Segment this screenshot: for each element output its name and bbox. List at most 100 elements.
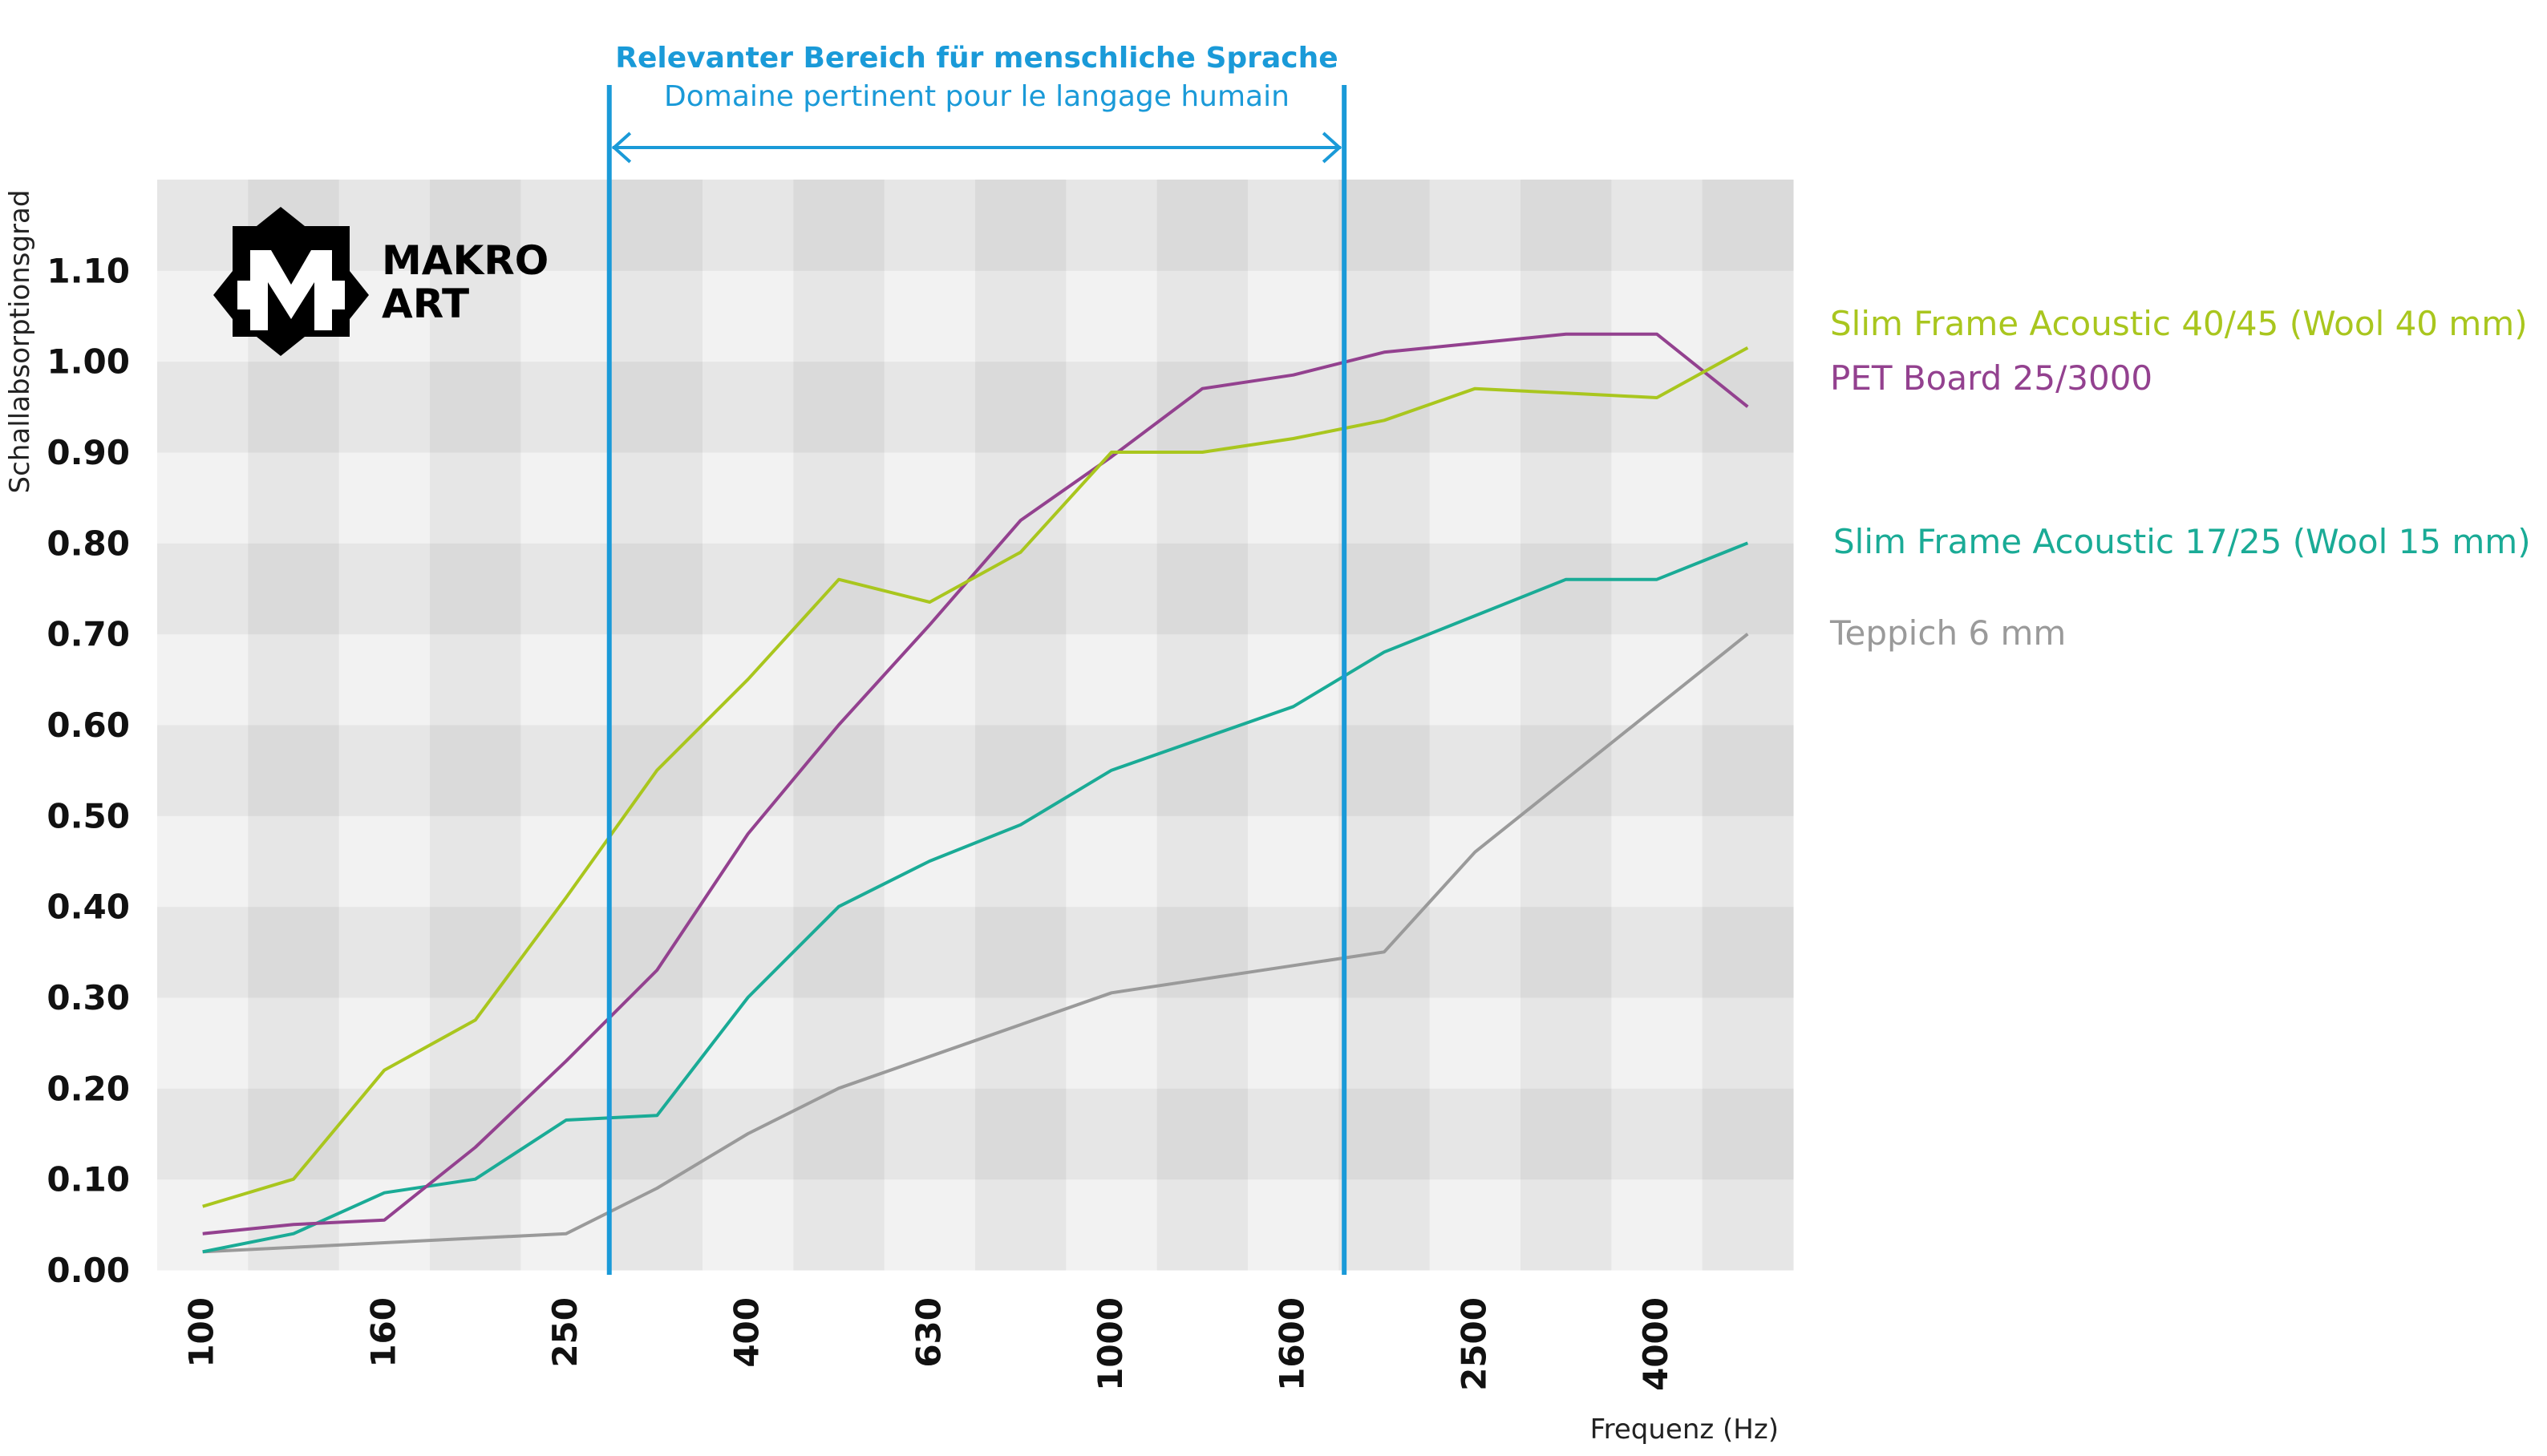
speech-range-subtitle: Domaine pertinent pour le langage humain: [664, 80, 1290, 113]
grid-band: [1248, 180, 1339, 271]
grid-band: [793, 270, 885, 362]
grid-band: [1521, 1179, 1612, 1271]
grid-band: [975, 180, 1067, 271]
grid-band: [975, 361, 1067, 453]
grid-band: [338, 815, 431, 908]
y-axis-ticks: 0.00 0.10 0.20 0.30 0.40 0.50 0.60 0.70 0.80 0.90…: [47, 251, 130, 1290]
grid-band: [884, 725, 976, 816]
logo-text-art: ART: [382, 281, 469, 327]
x-tick-label: 630: [909, 1297, 948, 1368]
legend: Slim Frame Acoustic 40/45 (Wool 40 mm) PE…: [1829, 304, 2531, 653]
series-line: [202, 332, 1749, 1236]
grid-band: [611, 270, 703, 362]
grid-band: [1521, 270, 1612, 362]
series-line: [202, 346, 1749, 1208]
grid-band: [884, 180, 976, 271]
y-tick-label: 0.20: [47, 1069, 130, 1108]
arrow-right-icon: [1322, 131, 1342, 164]
grid-band: [703, 815, 794, 908]
speech-range-marker: Relevanter Bereich für menschliche Sprac…: [606, 42, 1347, 1275]
grid-band: [1611, 906, 1703, 998]
grid-band: [1429, 906, 1521, 998]
grid-band: [1611, 725, 1703, 816]
grid-band: [520, 1179, 613, 1271]
grid-band: [248, 543, 340, 635]
grid-band: [430, 815, 521, 908]
grid-band: [1611, 361, 1703, 453]
grid-band: [520, 633, 613, 726]
arrow-left-icon: [611, 131, 632, 164]
grid-band: [1156, 270, 1249, 362]
grid-band: [338, 633, 431, 726]
grid-band: [1521, 452, 1612, 544]
grid-band: [1248, 1088, 1339, 1180]
grid-band: [1248, 452, 1339, 544]
grid-band: [430, 725, 521, 816]
grid-band: [1702, 452, 1794, 544]
grid-band: [1521, 180, 1612, 271]
x-tick-label: 1000: [1091, 1297, 1130, 1391]
data-series: [202, 332, 1749, 1254]
grid-band: [1521, 543, 1612, 635]
x-tick-label: 1600: [1273, 1297, 1312, 1391]
legend-entry: PET Board 25/3000: [1830, 358, 2152, 398]
grid-band: [1338, 633, 1431, 726]
y-tick-label: 1.00: [47, 342, 130, 382]
grid-band: [248, 633, 340, 726]
grid-band: [1066, 633, 1158, 726]
grid-band: [1338, 997, 1431, 1089]
grid-band: [1429, 452, 1521, 544]
grid-band: [338, 997, 431, 1089]
grid-band: [338, 543, 431, 635]
grid-band: [1611, 180, 1703, 271]
x-tick-label: 4000: [1636, 1297, 1675, 1391]
grid-band: [338, 906, 431, 998]
x-tick-label: 2500: [1454, 1297, 1493, 1391]
grid-band: [611, 452, 703, 544]
grid-band: [1066, 361, 1158, 453]
grid-band: [884, 906, 976, 998]
grid-band: [703, 1179, 794, 1271]
grid-band: [703, 452, 794, 544]
grid-band: [157, 633, 249, 726]
grid-band: [611, 633, 703, 726]
grid-band: [611, 361, 703, 453]
grid-band: [248, 725, 340, 816]
series-line: [202, 633, 1749, 1254]
y-tick-label: 0.80: [47, 524, 130, 563]
logo-text-makro: MAKRO: [382, 237, 549, 284]
grid-band: [1066, 906, 1158, 998]
grid-band: [430, 997, 521, 1089]
grid-band: [157, 1179, 249, 1271]
grid-band: [520, 361, 613, 453]
grid-band: [1066, 815, 1158, 908]
x-tick-label: 160: [363, 1297, 403, 1368]
grid-band: [157, 906, 249, 998]
grid-band: [1611, 270, 1703, 362]
grid-band: [1429, 361, 1521, 453]
grid-band: [975, 815, 1067, 908]
x-tick-label: 100: [182, 1297, 221, 1368]
grid-band: [520, 906, 613, 998]
grid-band: [1429, 633, 1521, 726]
grid-band: [1338, 270, 1431, 362]
grid-band: [1611, 1088, 1703, 1180]
grid-band: [611, 180, 703, 271]
grid-band: [430, 1179, 521, 1271]
grid-band: [1066, 1179, 1158, 1271]
grid-band: [520, 815, 613, 908]
grid-band: [1338, 1088, 1431, 1180]
grid-band: [884, 1179, 976, 1271]
grid-band: [1521, 725, 1612, 816]
grid-band: [1066, 270, 1158, 362]
grid-band: [793, 361, 885, 453]
x-axis-ticks: 100 160 250 400 630 1000 1600 2500 4000: [182, 1297, 1675, 1391]
legend-entry: Teppich 6 mm: [1829, 613, 2066, 653]
grid-band: [703, 997, 794, 1089]
grid-band: [338, 1088, 431, 1180]
grid-band: [1248, 633, 1339, 726]
grid-band: [1429, 270, 1521, 362]
grid-band: [430, 361, 521, 453]
grid-band: [703, 180, 794, 271]
